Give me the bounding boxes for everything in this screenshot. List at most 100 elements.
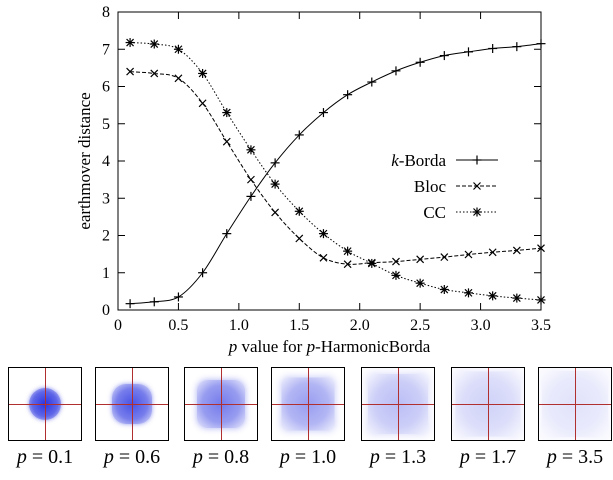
data-point bbox=[392, 257, 400, 266]
x-axis-label-var: p bbox=[228, 337, 238, 356]
legend-swatch-marker bbox=[472, 155, 482, 165]
data-point bbox=[488, 44, 498, 54]
data-point bbox=[222, 229, 232, 239]
y-tick-label: 8 bbox=[102, 4, 110, 21]
y-tick-label: 1 bbox=[102, 265, 110, 282]
x-axis-label: p value for p-HarmonicBorda bbox=[228, 337, 431, 356]
x-tick-label: 2.0 bbox=[350, 317, 370, 334]
distribution-thumbnail bbox=[8, 367, 82, 441]
y-axis-label: earthmover distance bbox=[75, 92, 94, 229]
distribution-thumbnail bbox=[538, 367, 612, 441]
data-point bbox=[488, 291, 498, 301]
series-bloc bbox=[126, 67, 545, 269]
data-point bbox=[439, 51, 449, 61]
thumbnail-caption: p = 3.5 bbox=[546, 446, 604, 468]
x-tick-label: 1.5 bbox=[289, 317, 309, 334]
data-point bbox=[463, 288, 473, 298]
data-point bbox=[198, 99, 207, 108]
distribution-thumbnails: p = 0.1 p = 0.6 p = 0.8 p = 1.0 p = 1.3 p = 1… bbox=[0, 363, 613, 480]
legend-label: Bloc bbox=[414, 177, 447, 196]
series-line bbox=[130, 42, 542, 301]
distribution-thumbnail bbox=[451, 367, 525, 441]
legend: k-Borda Bloc CC bbox=[391, 151, 498, 222]
data-point bbox=[198, 68, 208, 78]
thumbnail-caption: p = 0.8 bbox=[192, 446, 250, 468]
thumbnail-caption: p = 0.6 bbox=[103, 446, 161, 468]
data-point bbox=[295, 234, 304, 243]
series-line bbox=[130, 71, 542, 265]
thumbnail-caption: p = 0.1 bbox=[16, 446, 74, 468]
distribution-thumbnail bbox=[95, 367, 169, 441]
vertical-axis-line bbox=[308, 368, 309, 440]
vertical-axis-line bbox=[132, 368, 133, 440]
data-point bbox=[536, 39, 546, 49]
data-point bbox=[319, 253, 328, 262]
data-point bbox=[125, 38, 135, 48]
data-point bbox=[439, 285, 449, 295]
data-point bbox=[173, 292, 183, 302]
data-point bbox=[173, 44, 183, 54]
legend-swatch-marker bbox=[473, 182, 481, 190]
data-point bbox=[222, 137, 231, 146]
vertical-axis-line bbox=[221, 368, 222, 440]
y-tick-label: 7 bbox=[102, 41, 110, 58]
data-point bbox=[150, 69, 159, 78]
data-point bbox=[318, 108, 328, 118]
data-point bbox=[464, 250, 473, 259]
x-tick-label: 1.0 bbox=[229, 317, 249, 334]
y-tick-label: 3 bbox=[102, 190, 110, 207]
series-k-borda bbox=[125, 39, 546, 309]
data-point bbox=[247, 175, 255, 184]
data-point bbox=[174, 74, 183, 83]
x-tick-label: 0.5 bbox=[168, 317, 188, 334]
y-tick-label: 5 bbox=[102, 116, 110, 133]
vertical-axis-line bbox=[575, 368, 576, 440]
data-point bbox=[512, 293, 522, 303]
series-line bbox=[130, 43, 542, 305]
data-point bbox=[343, 260, 352, 269]
legend-label: CC bbox=[423, 203, 446, 222]
data-point bbox=[391, 66, 401, 76]
distribution-thumbnail bbox=[271, 367, 345, 441]
y-tick-label: 4 bbox=[102, 153, 110, 170]
x-tick-label: 2.5 bbox=[410, 317, 430, 334]
data-point bbox=[440, 253, 449, 262]
data-point bbox=[149, 297, 159, 307]
data-point bbox=[463, 47, 473, 57]
vertical-axis-line bbox=[488, 368, 489, 440]
data-point bbox=[126, 67, 135, 76]
data-point bbox=[270, 179, 280, 189]
distribution-thumbnail bbox=[184, 367, 258, 441]
x-tick-label: 0 bbox=[114, 317, 122, 334]
data-point bbox=[246, 191, 256, 201]
data-point bbox=[294, 206, 304, 216]
data-point bbox=[294, 130, 304, 140]
data-point bbox=[488, 248, 497, 257]
y-tick-label: 6 bbox=[102, 79, 110, 96]
thumbnail-caption: p = 1.7 bbox=[459, 446, 517, 468]
y-tick-label: 0 bbox=[102, 302, 110, 319]
data-point bbox=[271, 208, 280, 217]
data-point bbox=[343, 90, 353, 100]
data-point bbox=[318, 229, 328, 239]
thumbnail-caption: p = 1.3 bbox=[369, 446, 427, 468]
data-point bbox=[367, 77, 377, 87]
axis-ticks: 0 1 2 3 4 5 6 7 8 0 0.5 1.0 1.5 2.0 2.5 3.0 3.5 bbox=[102, 4, 551, 334]
data-point bbox=[416, 255, 425, 264]
data-point bbox=[512, 42, 522, 52]
vertical-axis-line bbox=[45, 368, 46, 440]
y-tick-label: 2 bbox=[102, 228, 110, 245]
legend-label: k-Borda bbox=[391, 151, 446, 170]
data-point bbox=[343, 246, 353, 256]
legend-swatch-marker bbox=[472, 207, 482, 217]
series-cc bbox=[125, 38, 546, 305]
x-tick-label: 3.0 bbox=[471, 317, 491, 334]
vertical-axis-line bbox=[398, 368, 399, 440]
data-point bbox=[246, 145, 256, 155]
data-point bbox=[125, 299, 135, 309]
series-layer bbox=[125, 38, 546, 309]
data-point bbox=[367, 258, 377, 268]
data-point bbox=[536, 295, 546, 305]
data-point bbox=[149, 39, 159, 49]
x-axis-label-text2: -HarmonicBorda bbox=[315, 337, 431, 356]
